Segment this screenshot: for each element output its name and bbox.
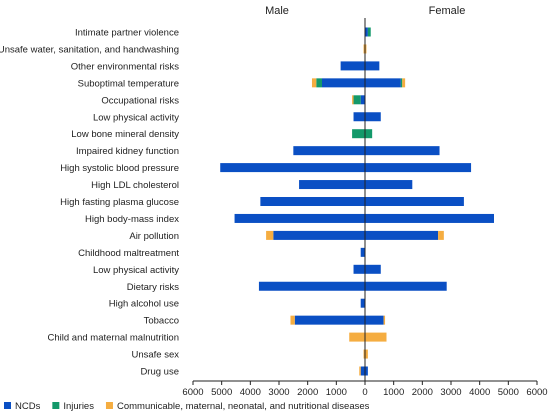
bar-male-ncds: [273, 230, 365, 240]
bar-female-communicable: [438, 230, 444, 240]
bar-male-ncds: [294, 315, 365, 325]
bar-male-ncds: [258, 281, 365, 291]
side-labels: Male Female: [265, 5, 465, 17]
bar-male-communicable: [266, 230, 274, 240]
bar-female-ncds: [365, 61, 380, 71]
category-label: Unsafe sex: [131, 350, 179, 361]
x-tick-label: 4000: [469, 387, 490, 398]
bar-male-ncds: [293, 146, 365, 156]
bar-female-communicable: [365, 349, 368, 359]
x-tick-label: 6000: [182, 387, 203, 398]
bar-male-ncds: [360, 95, 365, 105]
bar-female-ncds: [365, 213, 494, 223]
category-label: Other environmental risks: [71, 61, 179, 72]
category-label: Low physical activity: [93, 112, 179, 123]
bar-female-communicable: [365, 332, 387, 342]
bar-female-ncds: [365, 230, 439, 240]
side-label-female: Female: [429, 5, 466, 17]
category-label: Drug use: [140, 367, 179, 378]
x-tick-label: 1000: [326, 387, 347, 398]
legend-swatch: [105, 402, 113, 409]
category-label: Occupational risks: [101, 95, 179, 106]
bar-male-ncds: [353, 264, 365, 274]
legend-label: Communicable, maternal, neonatal, and nu…: [117, 401, 370, 412]
bar-female-ncds: [365, 163, 472, 173]
bar-female-ncds: [365, 146, 440, 156]
legend-label: NCDs: [15, 401, 41, 412]
x-tick-label: 1000: [383, 387, 404, 398]
category-label: High alcohol use: [109, 299, 179, 310]
bar-female-ncds: [365, 366, 368, 376]
bar-female-injuries: [400, 78, 403, 88]
bar-female-ncds: [365, 197, 464, 206]
x-tick-label: 5000: [498, 387, 519, 398]
bar-male-communicable: [363, 349, 365, 359]
bar-male-communicable: [349, 332, 365, 342]
bar-female-ncds: [365, 180, 413, 190]
bar-male-communicable: [363, 44, 365, 54]
category-label: Dietary risks: [127, 282, 180, 293]
bar-male-ncds: [360, 366, 365, 376]
category-label: Intimate partner violence: [75, 28, 179, 39]
category-label: Low bone mineral density: [71, 129, 179, 140]
bar-female-ncds: [365, 112, 381, 122]
bar-male-communicable: [359, 366, 361, 376]
bar-male-ncds: [360, 247, 365, 257]
bar-male-communicable: [311, 78, 317, 88]
bar-female-ncds: [365, 27, 368, 37]
legend-swatch: [52, 402, 60, 409]
bar-male-injuries: [353, 95, 361, 105]
x-axis-ticks: 6000 5000 4000 3000 2000 1000 0 1000 2000 3000 400…: [182, 381, 548, 398]
category-label: High systolic blood pressure: [60, 163, 179, 174]
x-tick-label: 2000: [412, 387, 433, 398]
bar-female-communicable: [365, 44, 367, 54]
x-tick-label: 0: [362, 387, 367, 398]
bar-male-ncds: [260, 197, 365, 206]
bar-male-ncds: [340, 61, 365, 71]
bars-layer: [220, 27, 494, 376]
bar-male-ncds: [360, 298, 365, 308]
x-tick-label: 4000: [240, 387, 261, 398]
x-tick-label: 5000: [211, 387, 232, 398]
category-label: Child and maternal malnutrition: [48, 333, 179, 344]
category-labels: Intimate partner violence Unsafe water, s…: [0, 28, 179, 378]
category-label: High LDL cholesterol: [91, 180, 179, 191]
category-label: Suboptimal temperature: [78, 78, 179, 89]
bar-female-ncds: [365, 315, 384, 325]
bar-female-ncds: [365, 281, 447, 291]
x-tick-label: 3000: [268, 387, 289, 398]
bar-female-injuries: [367, 27, 371, 37]
side-label-male: Male: [265, 5, 289, 17]
category-label: Air pollution: [129, 231, 179, 242]
category-label: Impaired kidney function: [76, 146, 179, 157]
bar-male-injuries: [352, 129, 365, 139]
bar-female-injuries: [365, 129, 373, 139]
bar-female-ncds: [365, 264, 381, 274]
category-label: Tobacco: [144, 316, 179, 327]
bar-male-ncds: [220, 163, 365, 173]
bar-male-communicable: [352, 95, 354, 105]
category-label: Low physical activity: [93, 265, 179, 276]
category-label: Unsafe water, sanitation, and handwashin…: [0, 44, 179, 55]
bar-male-injuries: [316, 78, 322, 88]
legend: NCDs Injuries Communicable, maternal, neon…: [4, 401, 370, 412]
category-label: High body-mass index: [85, 214, 179, 225]
x-tick-label: 3000: [440, 387, 461, 398]
bar-male-ncds: [322, 78, 365, 88]
x-tick-label: 2000: [297, 387, 318, 398]
category-label: Childhood maltreatment: [78, 248, 179, 259]
bar-male-ncds: [353, 112, 365, 122]
x-tick-label: 6000: [526, 387, 547, 398]
bar-male-ncds: [299, 180, 365, 190]
bar-male-ncds: [234, 213, 365, 223]
legend-label: Injuries: [63, 401, 94, 412]
bar-female-communicable: [383, 315, 386, 325]
legend-swatch: [4, 402, 11, 409]
category-label: High fasting plasma glucose: [60, 197, 179, 208]
bar-male-communicable: [290, 315, 295, 325]
bar-female-communicable: [402, 78, 406, 88]
bar-female-ncds: [365, 78, 401, 88]
